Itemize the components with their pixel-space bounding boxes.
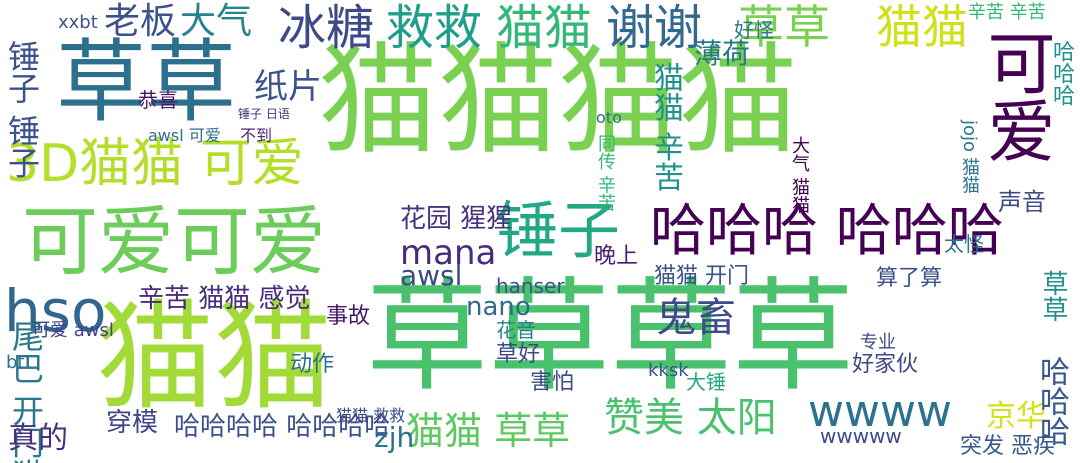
word-xinku-maomao: 辛苦 猫猫 感觉: [138, 284, 311, 314]
word-daqi: 大气: [180, 1, 253, 42]
word-hanser: hanser: [496, 274, 565, 298]
word-hahaha-long: 哈哈哈哈 哈哈哈哈: [174, 412, 391, 442]
word-daqi-maomao: 大气 猫猫: [789, 136, 810, 214]
word-chuizi-riyu: 锤子 日语: [238, 107, 290, 121]
word-caocao-top: 草草: [738, 0, 830, 54]
word-hahaha-vertical: 哈哈哈: [1034, 356, 1069, 446]
word-wwww: wwww: [808, 386, 952, 437]
word-jinghua: 京华: [986, 399, 1046, 434]
word-keai-vertical: 可爱: [975, 28, 1054, 164]
word-awsl-keai: awsl 可爱: [148, 126, 221, 145]
word-guichu: 鬼畜: [656, 295, 736, 341]
word-huayin: 花音: [496, 318, 536, 342]
word-bt: bt: [6, 352, 25, 373]
word-kksk: kksk: [648, 360, 689, 381]
word-awsl: awsl: [400, 259, 463, 292]
word-caocao-left: 草草: [56, 30, 236, 135]
word-xiexie: 谢谢: [606, 0, 703, 56]
word-wanshang: 晚上: [594, 244, 639, 269]
word-maomao-kaimen: 猫猫 开门: [654, 264, 749, 289]
word-nano: nano: [466, 292, 531, 322]
word-weiba-vertical: 尾巴 开门猫猫: [7, 320, 45, 463]
word-wwwww: wwwww: [820, 424, 902, 448]
word-keai-keai: 可爱可爱: [22, 197, 326, 286]
word-keai-awsl: 可爱 awsl: [32, 320, 114, 341]
word-zhipian: 纸片: [254, 67, 322, 107]
word-shengyin: 声音: [998, 188, 1046, 216]
word-haoguai: 好怪: [734, 18, 774, 42]
word-maomao-topright: 猫猫: [876, 0, 968, 54]
word-taiguai: 太怪: [944, 232, 984, 256]
word-caohao: 草好: [496, 342, 541, 367]
word-bingtang: 冰糖: [278, 0, 375, 56]
word-dongzuo: 动作: [290, 352, 335, 377]
word-maomao-caocao: 猫猫 草草: [406, 409, 571, 453]
word-hahaha: 哈哈哈 哈哈哈: [650, 199, 1004, 264]
word-3d-maomao-keai: 3D猫猫 可爱: [6, 134, 304, 194]
word-xxbt: xxbt: [58, 12, 98, 33]
word-zhende: 真的: [8, 421, 68, 456]
word-mana: mana: [400, 233, 497, 273]
word-suanle: 算了算: [876, 266, 943, 291]
word-dachui: 大锤: [686, 370, 726, 394]
word-maomao-left: 猫猫: [96, 288, 333, 426]
word-xinku-xinku: 辛苦 辛苦: [968, 2, 1046, 23]
word-bohe: 薄荷: [694, 37, 751, 70]
word-tufa-eji: 突发 恶疾: [960, 434, 1055, 459]
word-chuizi: 锤子: [496, 194, 621, 267]
word-caocao-big: 草草草草: [366, 266, 854, 408]
word-zanmei-taiyang: 赞美 太阳: [604, 395, 777, 441]
word-zhuanye: 专业: [860, 332, 896, 353]
word-chuanmo: 穿模: [106, 408, 159, 438]
word-jiujiu: 救救: [386, 0, 483, 56]
word-zjh: zjh: [374, 421, 415, 454]
word-maomao-big: 猫猫猫猫: [318, 32, 798, 171]
word-hso: hso: [4, 277, 107, 345]
word-budao: 不到: [240, 126, 273, 145]
word-oto: oto: [596, 108, 622, 127]
word-laoban: 老板: [104, 1, 177, 42]
word-maomao-jiujiu: 猫猫 救救: [336, 406, 406, 425]
word-hahaha-right: 哈哈哈: [1049, 40, 1074, 106]
word-gongxi: 恭喜: [138, 88, 178, 112]
word-shigu: 事故: [326, 304, 371, 329]
word-chuizi-vertical: 锤子 锤子: [3, 40, 41, 179]
word-caocao-right: 草草: [1038, 270, 1068, 322]
word-jojo-maomao: jojo 猫猫: [959, 120, 980, 194]
word-tongchuan: 同传 辛苦: [595, 134, 616, 212]
word-huayuan: 花园 猩猩: [400, 204, 513, 234]
word-haipa: 害怕: [530, 370, 575, 395]
word-maomao-xinku: 猫猫 辛苦: [648, 62, 683, 192]
word-haojiahuo: 好家伙: [852, 352, 919, 377]
word-maomao-top: 猫猫: [496, 0, 593, 56]
